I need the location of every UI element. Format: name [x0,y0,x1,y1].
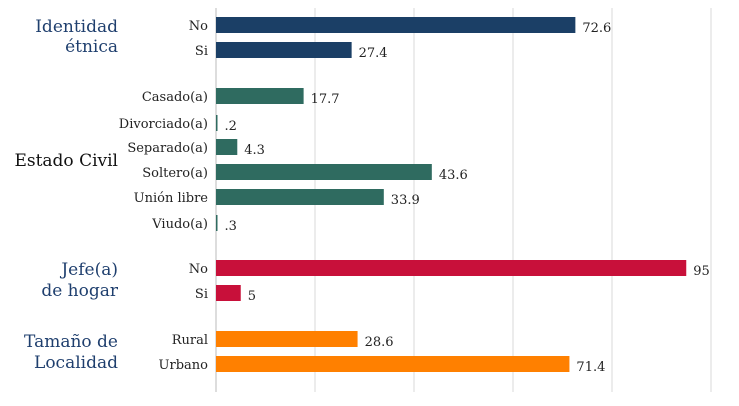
bar [216,331,358,347]
category-label: Unión libre [134,191,209,206]
data-label: 71.4 [576,360,605,375]
data-label: 28.6 [365,335,394,350]
category-label: Divorciado(a) [119,117,208,132]
category-label: Casado(a) [142,90,208,105]
data-label: 5 [248,289,256,304]
category-label: No [189,262,208,277]
data-label: 17.7 [311,92,340,107]
bar [216,164,432,180]
group-label: Estado Civil [14,151,118,171]
category-label: Separado(a) [127,141,208,156]
bar [216,115,218,131]
grid-lines [215,8,712,392]
category-label: Urbano [159,358,209,373]
bar [216,285,241,301]
bar [216,356,570,372]
data-label: 4.3 [244,143,265,158]
bar [216,42,352,58]
data-label: .2 [225,119,237,134]
bar [216,215,218,231]
bar [216,260,687,276]
category-label: Si [195,287,208,302]
category-label: Viudo(a) [151,217,208,232]
data-label: 33.9 [391,193,420,208]
group-label: étnica [65,37,118,57]
category-label: Rural [172,333,208,348]
group-label: de hogar [41,281,119,301]
bar [216,17,576,33]
category-label: Si [195,44,208,59]
group-label: Jefe(a) [59,260,118,280]
group-label: Identidad [35,17,118,37]
data-label: 72.6 [582,21,611,36]
data-label: 43.6 [439,168,468,183]
group-label: Localidad [34,353,118,373]
data-label: 95 [693,264,710,279]
bars [216,17,687,372]
bar [216,189,384,205]
data-label: .3 [225,219,237,234]
bar [216,139,238,155]
data-label: 27.4 [359,46,388,61]
group-label: Tamaño de [24,332,118,352]
category-label: No [189,19,208,34]
category-label: Soltero(a) [142,166,208,181]
bar [216,88,304,104]
